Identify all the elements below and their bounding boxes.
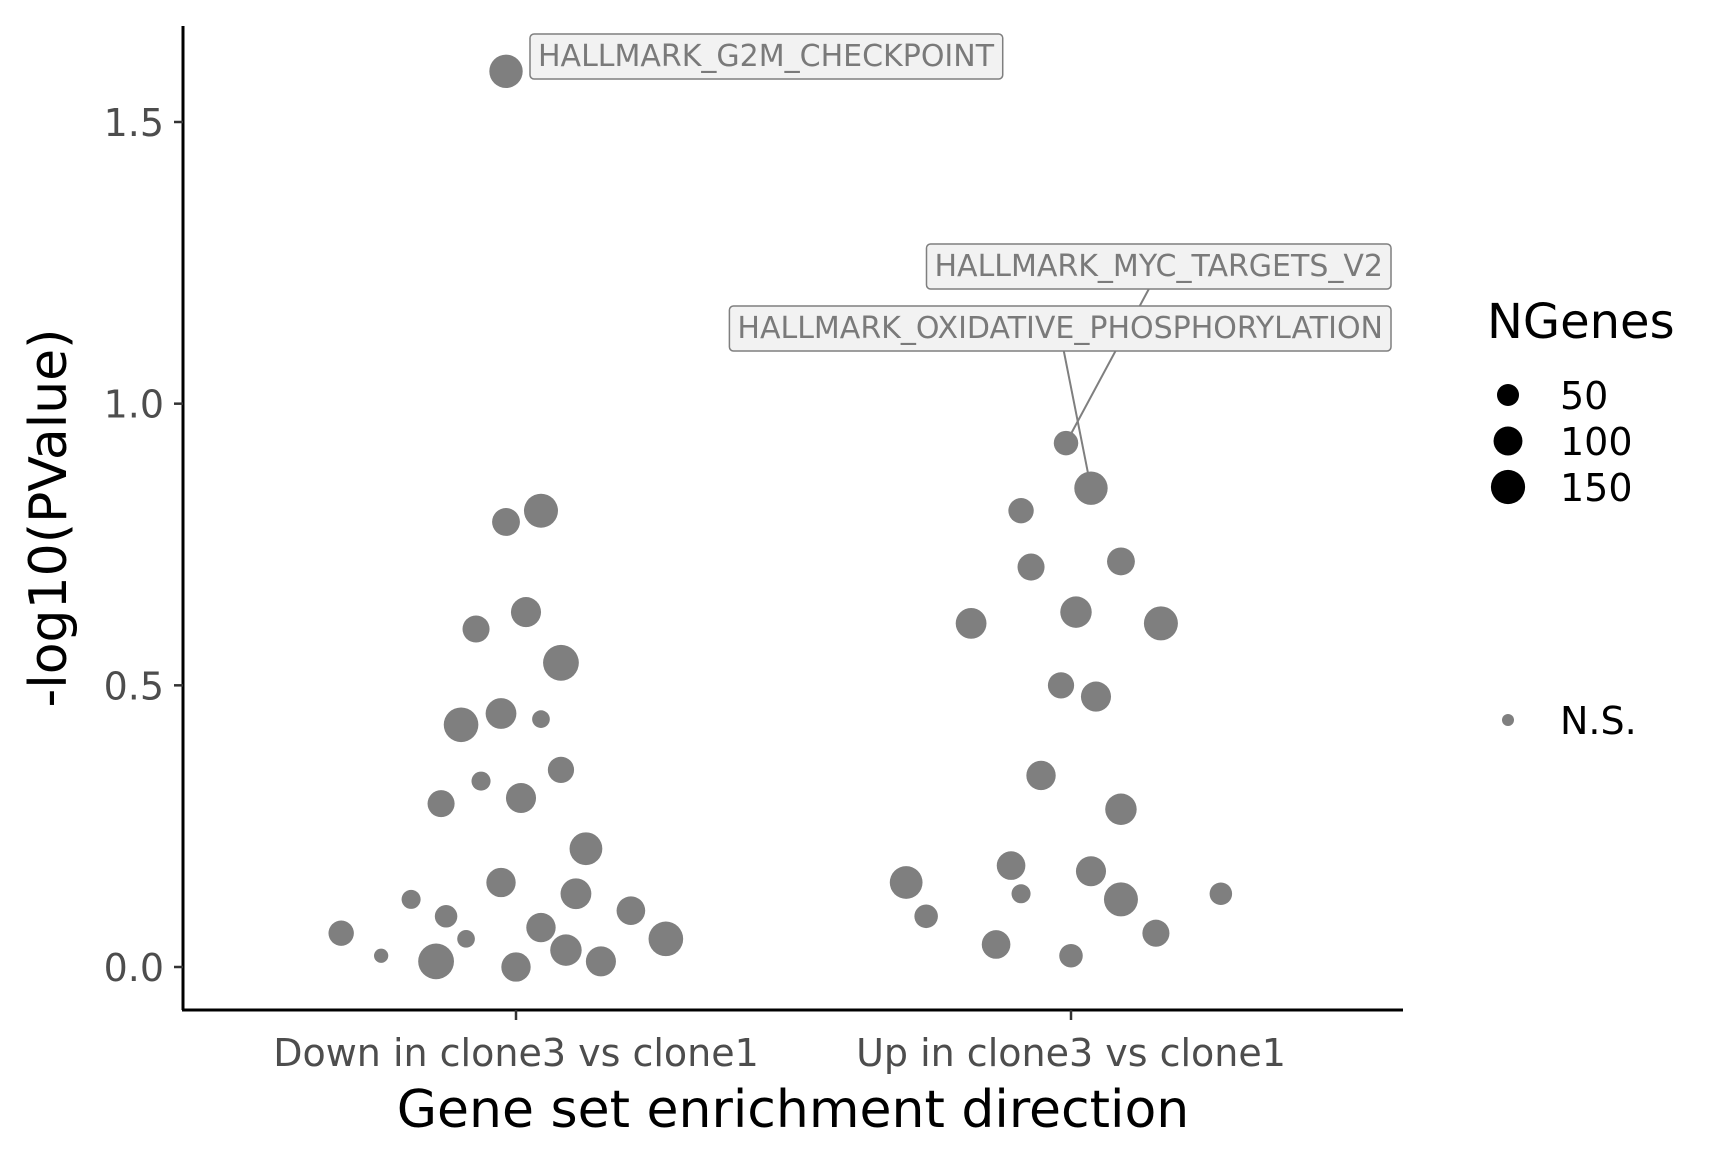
data-point: [427, 790, 455, 818]
y-tick-label: 0.0: [104, 946, 164, 990]
y-ticks: 0.0 0.5 1.0 1.5: [104, 101, 183, 990]
data-point: [996, 851, 1026, 880]
data-point: [1209, 882, 1233, 906]
data-point: [1075, 856, 1107, 887]
data-point: [1026, 760, 1056, 791]
data-point: [523, 493, 558, 528]
y-tick-label: 1.0: [104, 383, 164, 427]
annotation-text: HALLMARK_OXIDATIVE_PHOSPHORYLATION: [737, 311, 1383, 346]
data-point: [1053, 430, 1079, 456]
data-point: [471, 771, 491, 791]
annotation-box: [925, 243, 1392, 290]
points-layer: [328, 54, 1233, 982]
y-tick-label: 1.5: [104, 101, 164, 145]
data-point: [1047, 672, 1075, 699]
data-point: [1008, 498, 1034, 524]
data-point: [532, 710, 550, 728]
data-point: [1143, 606, 1178, 641]
data-point: [1074, 471, 1108, 505]
data-point: [585, 946, 616, 977]
data-point: [401, 889, 421, 909]
data-point: [492, 508, 520, 536]
legend-label: 150: [1560, 466, 1633, 510]
data-point: [526, 912, 556, 943]
legend-title: NGenes: [1487, 294, 1675, 350]
data-point: [1017, 553, 1045, 581]
data-point: [1080, 681, 1112, 712]
data-point: [505, 782, 537, 814]
data-point: [889, 866, 923, 899]
data-point: [1107, 547, 1135, 576]
legend-label: 50: [1560, 374, 1608, 418]
annotation-label: HALLMARK_G2M_CHECKPOINT: [529, 33, 1004, 80]
data-point: [550, 934, 582, 966]
data-point: [1060, 596, 1092, 628]
annotation-text: HALLMARK_MYC_TARGETS_V2: [935, 249, 1384, 284]
y-tick-label: 0.5: [104, 664, 164, 708]
data-point: [489, 54, 523, 89]
legend-size-key: [1490, 469, 1526, 505]
data-point: [486, 867, 516, 898]
data-point: [374, 948, 389, 963]
data-point: [1103, 882, 1138, 917]
data-point: [485, 698, 517, 729]
y-axis-title: -log10(PValue): [19, 329, 79, 708]
data-point: [648, 921, 684, 957]
data-point: [1059, 943, 1083, 968]
legend-size-key: [1496, 383, 1520, 407]
data-point: [1142, 919, 1170, 947]
data-point: [543, 644, 579, 681]
annotation-layer: HALLMARK_G2M_CHECKPOINT HALLMARK_MYC_TARG…: [529, 33, 1392, 489]
data-point: [560, 878, 592, 910]
data-point: [569, 832, 603, 866]
data-point: [328, 920, 354, 946]
data-point: [955, 607, 987, 639]
data-point: [443, 707, 479, 743]
data-point: [457, 929, 475, 948]
x-tick-label: Up in clone3 vs clone1: [856, 1031, 1286, 1075]
data-point: [510, 597, 542, 628]
data-point: [1011, 884, 1031, 904]
legend-ns-key: [1502, 714, 1514, 726]
data-point: [434, 905, 458, 928]
legend-size-key: [1493, 426, 1523, 456]
data-point: [616, 896, 646, 925]
annotation-leader-line: [1062, 346, 1092, 489]
legend-ns-label: N.S.: [1560, 699, 1637, 743]
annotation-box: [529, 33, 1004, 80]
annotation-box: [728, 305, 1392, 352]
data-point: [914, 904, 938, 929]
x-ticks: Down in clone3 vs clone1 Up in clone3 vs …: [273, 1010, 1286, 1075]
annotation-text: HALLMARK_G2M_CHECKPOINT: [538, 39, 995, 74]
data-point: [981, 930, 1011, 959]
legend-label: 100: [1560, 420, 1633, 464]
data-point: [462, 615, 490, 643]
data-point: [547, 756, 575, 783]
data-point: [418, 943, 454, 980]
annotation-label: HALLMARK_OXIDATIVE_PHOSPHORYLATION: [728, 305, 1392, 352]
annotation-label: HALLMARK_MYC_TARGETS_V2: [925, 243, 1392, 290]
x-axis-title: Gene set enrichment direction: [397, 1080, 1190, 1140]
x-tick-label: Down in clone3 vs clone1: [273, 1031, 759, 1075]
data-point: [1105, 793, 1137, 825]
data-point: [501, 952, 531, 982]
